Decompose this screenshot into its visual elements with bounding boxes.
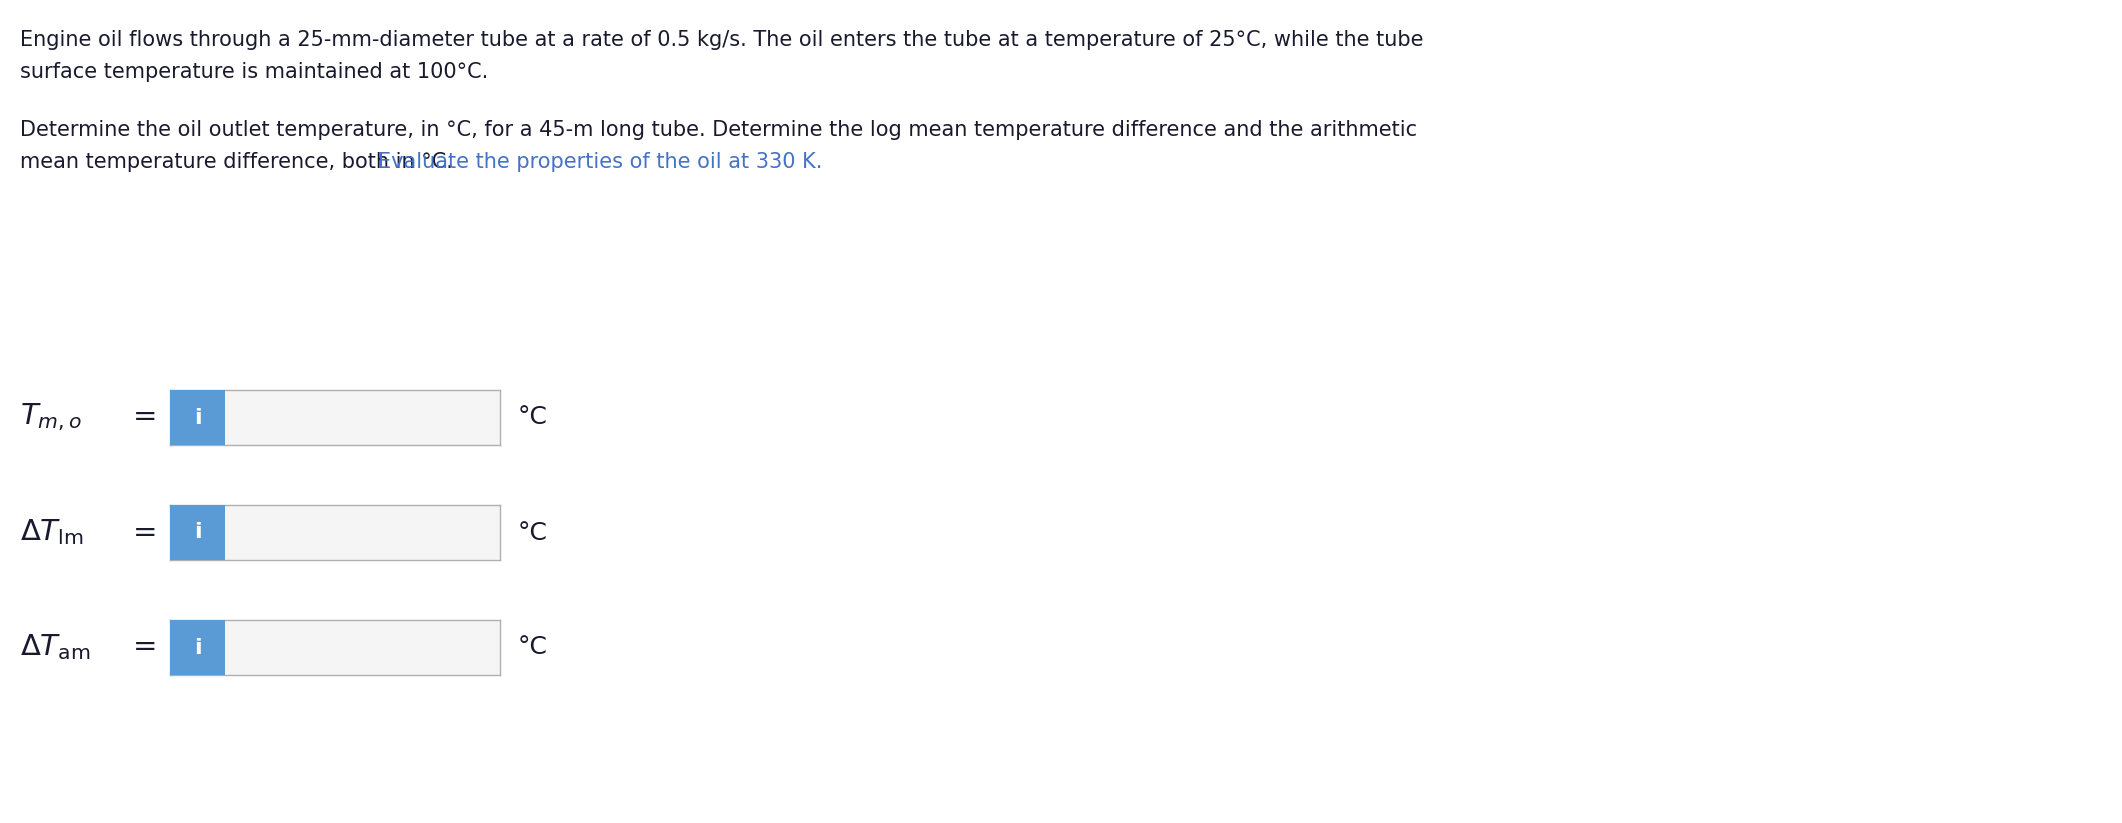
Text: °C: °C xyxy=(518,520,547,545)
Text: °C: °C xyxy=(518,635,547,659)
Text: surface temperature is maintained at 100°C.: surface temperature is maintained at 100… xyxy=(19,62,488,82)
Text: i: i xyxy=(193,407,202,427)
Text: $T_{m,o}$: $T_{m,o}$ xyxy=(19,402,81,434)
Text: =: = xyxy=(134,634,157,662)
Text: i: i xyxy=(193,638,202,658)
Text: i: i xyxy=(193,523,202,542)
FancyBboxPatch shape xyxy=(170,390,225,445)
FancyBboxPatch shape xyxy=(170,620,225,675)
Text: =: = xyxy=(134,518,157,546)
Text: $\Delta T_{\mathrm{lm}}$: $\Delta T_{\mathrm{lm}}$ xyxy=(19,518,83,547)
Text: =: = xyxy=(134,403,157,431)
FancyBboxPatch shape xyxy=(170,505,225,560)
Text: mean temperature difference, both in °C.: mean temperature difference, both in °C. xyxy=(19,152,460,172)
Text: °C: °C xyxy=(518,406,547,430)
Text: Determine the oil outlet temperature, in °C, for a 45-m long tube. Determine the: Determine the oil outlet temperature, in… xyxy=(19,120,1417,140)
Text: Engine oil flows through a 25-mm-diameter tube at a rate of 0.5 kg/s. The oil en: Engine oil flows through a 25-mm-diamete… xyxy=(19,30,1424,50)
Text: $\Delta T_{\mathrm{am}}$: $\Delta T_{\mathrm{am}}$ xyxy=(19,633,91,663)
Text: Evaluate the properties of the oil at 330 K.: Evaluate the properties of the oil at 33… xyxy=(378,152,823,172)
